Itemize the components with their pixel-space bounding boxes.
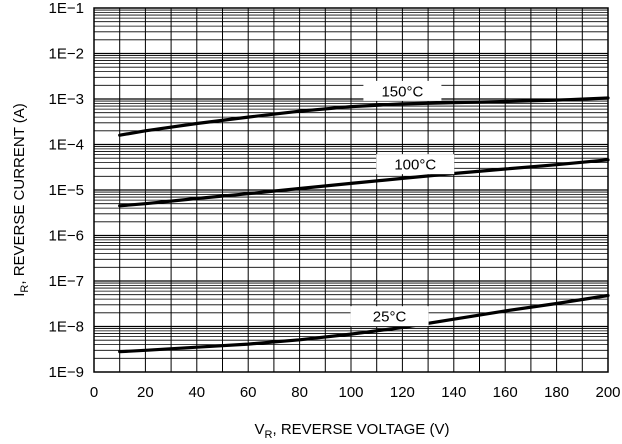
x-axis-title: VR, REVERSE VOLTAGE (V) (255, 421, 450, 441)
curve-label-bg (363, 80, 442, 101)
y-tick-label: 1E−5 (49, 182, 84, 199)
series-line-2 (118, 293, 610, 354)
y-tick-label: 1E−8 (49, 319, 84, 336)
y-tick-label: 1E−1 (49, 0, 84, 17)
y-axis-subscript: R (19, 285, 31, 293)
y-axis-title: IR, REVERSE CURRENT (A) (11, 103, 31, 297)
y-tick-label: 1E−2 (49, 46, 84, 63)
plot-frame (93, 7, 609, 373)
x-tick-label: 200 (595, 384, 620, 401)
series-line-0 (118, 96, 610, 137)
x-tick-label: 60 (240, 384, 257, 401)
x-axis-text: , REVERSE VOLTAGE (V) (272, 421, 449, 438)
x-axis-symbol: V (255, 421, 265, 438)
x-tick-label: 180 (544, 384, 569, 401)
y-tick-label: 1E−6 (49, 228, 84, 245)
x-tick-labels: 0 20 40 60 80 100 120 140 160 180 200 (90, 384, 621, 401)
curves (118, 96, 610, 354)
curve-label: 100°C (394, 157, 436, 174)
series-line-1 (118, 158, 610, 208)
y-tick-label: 1E−9 (49, 364, 84, 381)
curve-label: 150°C (381, 83, 423, 100)
y-axis-symbol: I (11, 293, 28, 297)
grid (94, 8, 608, 372)
y-tick-label: 1E−7 (49, 273, 84, 290)
x-tick-label: 20 (137, 384, 154, 401)
x-tick-label: 0 (90, 384, 98, 401)
x-tick-label: 140 (441, 384, 466, 401)
y-axis-text: , REVERSE CURRENT (A) (11, 103, 28, 284)
x-axis-subscript: R (265, 429, 273, 441)
y-tick-labels: 1E−9 1E−8 1E−7 1E−6 1E−5 1E−4 1E−3 1E−2 1E−1 (49, 0, 84, 381)
x-tick-label: 80 (291, 384, 308, 401)
y-tick-label: 1E−3 (49, 91, 84, 108)
y-tick-label: 1E−4 (49, 137, 84, 154)
x-tick-label: 120 (390, 384, 415, 401)
curve-label-bg (376, 154, 455, 175)
curve-labels: 150°C 100°C 25°C (350, 80, 455, 327)
curve-label: 25°C (373, 309, 407, 326)
x-tick-label: 100 (338, 384, 363, 401)
x-tick-label: 40 (188, 384, 205, 401)
x-tick-label: 160 (493, 384, 518, 401)
curve-label-bg (350, 306, 429, 327)
